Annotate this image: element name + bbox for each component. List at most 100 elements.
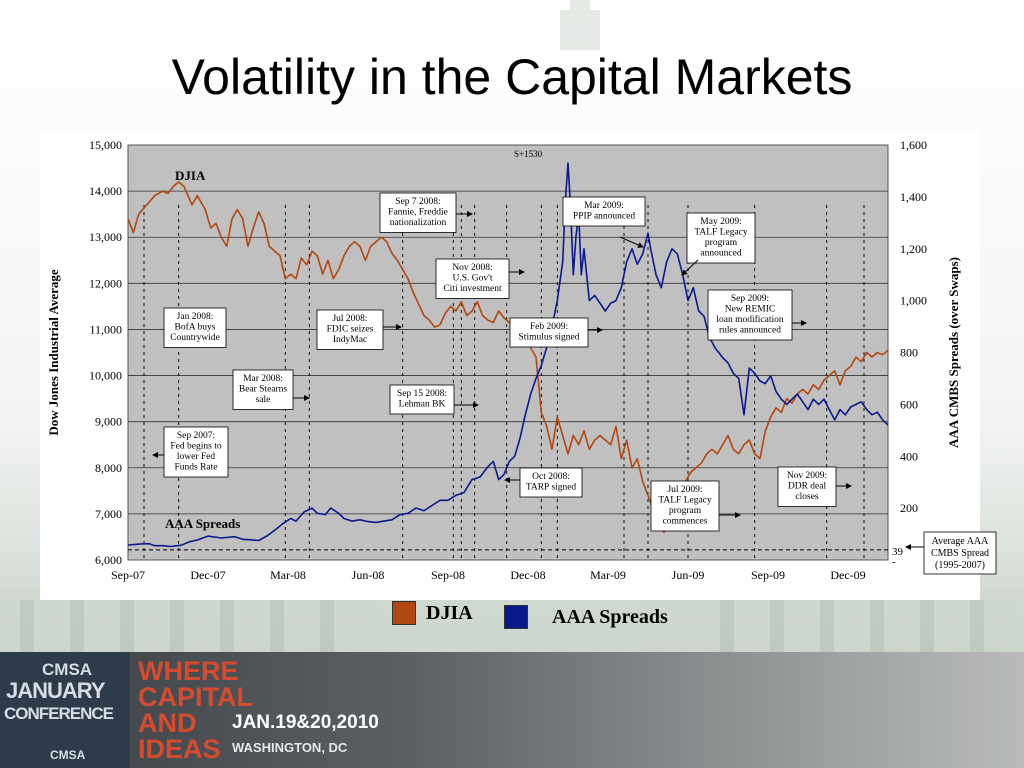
reference-box-text: CMBS Spread bbox=[931, 548, 989, 559]
annotation-box bbox=[389, 384, 455, 415]
logo-text-cmsa: CMSA bbox=[42, 660, 93, 679]
annotation-text: program bbox=[669, 506, 702, 516]
event-date: JAN.19&20,2010 bbox=[232, 712, 379, 733]
right-tick-label: 800 bbox=[900, 346, 918, 360]
annotation-text: Lehman BK bbox=[399, 400, 446, 410]
annotation-text: program bbox=[705, 238, 738, 248]
annotation-box bbox=[435, 258, 510, 299]
left-tick-label: 8,000 bbox=[95, 461, 122, 475]
logo-text-january: JANUARY bbox=[6, 678, 106, 703]
annotation-box bbox=[777, 466, 837, 507]
annotation-text: Feb 2009: bbox=[530, 322, 568, 332]
left-tick-label: 7,000 bbox=[95, 507, 122, 521]
left-tick-label: 15,000 bbox=[89, 138, 122, 152]
annotation-text: BofA buys bbox=[175, 322, 216, 333]
left-tick-label: 10,000 bbox=[89, 369, 122, 383]
annotation-box bbox=[686, 212, 756, 264]
annotation-text: U.S. Gov't bbox=[453, 274, 493, 284]
annotation-text: Jan 2008: bbox=[177, 312, 214, 322]
tagline-word: WHERE bbox=[138, 656, 239, 686]
annotation-box bbox=[163, 307, 227, 348]
annotation-text: Nov 2008: bbox=[452, 263, 492, 273]
annotation-text: Sep 2009: bbox=[731, 294, 769, 304]
x-tick-label: Mar-08 bbox=[270, 568, 306, 582]
banner-tagline: WHERE CAPITAL AND IDEAS bbox=[138, 656, 253, 763]
annotation-box bbox=[232, 369, 294, 410]
annotation-text: Sep 2007: bbox=[177, 431, 215, 441]
event-place: WASHINGTON, DC bbox=[232, 740, 348, 755]
left-tick-label: 6,000 bbox=[95, 553, 122, 567]
annotation-box bbox=[519, 467, 583, 498]
annotation-box bbox=[509, 317, 589, 348]
annotation-text: Jul 2009: bbox=[667, 485, 702, 495]
annotation-text: nationalization bbox=[390, 218, 447, 228]
right-tick-label: 400 bbox=[900, 449, 918, 463]
annotation-text: rules announced bbox=[719, 326, 781, 336]
tagline-word: AND bbox=[138, 708, 197, 738]
reference-box bbox=[923, 531, 997, 575]
left-tick-label: 12,000 bbox=[89, 276, 122, 290]
annotation-text: DDR deal bbox=[788, 482, 827, 492]
legend-item-aaa-spreads: AAA Spreads bbox=[504, 602, 668, 632]
annotation-box bbox=[163, 426, 229, 478]
annotation-text: Jul 2008: bbox=[332, 314, 367, 324]
legend-swatch-djia bbox=[392, 601, 416, 625]
right-tick-label: 600 bbox=[900, 397, 918, 411]
right-tick-label: 1,600 bbox=[900, 138, 927, 152]
slide-title: Volatility in the Capital Markets bbox=[171, 49, 853, 105]
tagline-word: CAPITAL bbox=[138, 682, 253, 712]
inline-label-peak: S+1530 bbox=[514, 149, 543, 159]
annotation-text: lower Fed bbox=[177, 452, 216, 462]
logo-text-cmsa-small: CMSA bbox=[50, 748, 86, 762]
djia-aaa-spreads-chart: 15,000 14,000 13,000 12,000 11,000 10,000 9,00… bbox=[40, 130, 997, 600]
cmsa-logo: CMSA JANUARY CONFERENCE CMSA bbox=[0, 652, 130, 768]
annotation-text: Funds Rate bbox=[174, 463, 217, 473]
reference-line-label: - bbox=[892, 556, 896, 568]
annotation-box bbox=[316, 309, 384, 350]
x-tick-label: Jun-09 bbox=[672, 568, 705, 582]
annotation-text: PPIP announced bbox=[573, 212, 635, 222]
conference-banner bbox=[0, 652, 1024, 768]
annotation-text: TALF Legacy bbox=[694, 228, 748, 238]
x-tick-label: Jun-08 bbox=[352, 568, 385, 582]
right-axis-label: AAA CMBS Spreads (over Swaps) bbox=[946, 257, 961, 448]
left-tick-label: 13,000 bbox=[89, 230, 122, 244]
right-tick-label: 200 bbox=[900, 501, 918, 515]
annotation-text: Oct 2008: bbox=[532, 472, 570, 482]
x-tick-label: Dec-09 bbox=[830, 568, 865, 582]
annotation-box bbox=[707, 289, 793, 341]
annotation-text: closes bbox=[795, 492, 819, 502]
x-tick-label: Sep-07 bbox=[111, 568, 145, 582]
annotation-text: loan modification bbox=[716, 314, 784, 325]
x-tick-label: Dec-07 bbox=[190, 568, 225, 582]
annotation-text: commences bbox=[663, 517, 708, 527]
annotation-text: Sep 7 2008: bbox=[395, 197, 440, 207]
annotation-text: IndyMac bbox=[333, 335, 367, 345]
left-tick-label: 11,000 bbox=[89, 322, 122, 336]
x-tick-label: Sep-09 bbox=[751, 568, 785, 582]
x-tick-label: Mar-09 bbox=[590, 568, 626, 582]
annotation-text: sale bbox=[256, 395, 271, 405]
left-axis-label: Dow Jones Industrial Average bbox=[46, 269, 61, 435]
legend-label-djia: DJIA bbox=[426, 601, 473, 624]
x-tick-label: Dec-08 bbox=[510, 568, 545, 582]
right-tick-label: 1,200 bbox=[900, 242, 927, 256]
right-tick-label: 1,000 bbox=[900, 294, 927, 308]
annotation-text: Stimulus signed bbox=[519, 333, 580, 343]
series-line-aaa-spreads bbox=[127, 162, 889, 548]
x-tick-label: Sep-08 bbox=[431, 568, 465, 582]
annotation-text: Sep 15 2008: bbox=[397, 389, 447, 399]
annotation-text: Nov 2009: bbox=[787, 471, 827, 481]
reference-box-text: Average AAA bbox=[932, 536, 990, 547]
annotation-text: New REMIC bbox=[725, 305, 775, 315]
annotation-text: Mar 2008: bbox=[243, 374, 283, 384]
annotation-text: Citi investment bbox=[443, 284, 502, 294]
annotation-text: TARP signed bbox=[526, 483, 577, 493]
annotation-text: Mar 2009: bbox=[584, 201, 624, 211]
annotation-text: Fed begins to bbox=[170, 442, 221, 452]
left-tick-label: 14,000 bbox=[89, 184, 122, 198]
annotation-box bbox=[562, 196, 646, 227]
reference-line-label: 39 bbox=[892, 546, 904, 558]
annotation-text: Countrywide bbox=[170, 333, 220, 343]
annotation-text: Bear Stearns bbox=[239, 385, 288, 395]
